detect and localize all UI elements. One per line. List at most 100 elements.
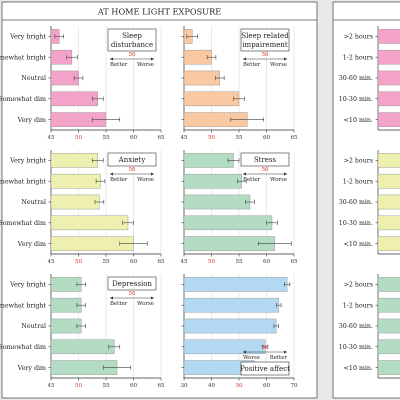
legend-left-word: Better [243, 177, 261, 183]
category-label-somewhat-bright: Somewhat bright [0, 302, 46, 309]
right-category-label-1-2-hours: 1-2 hours [343, 54, 373, 61]
right-category-label-10-min: <10 min. [344, 117, 373, 124]
category-label-very-dim: Very dim [17, 241, 46, 248]
arrow-right-icon [284, 350, 287, 354]
reference-label: 50 [262, 167, 269, 173]
right-bar-10-min [377, 360, 400, 375]
chart-depression: 45 50 55 60 65 Very bright Somewhat bright Neut… [0, 274, 165, 389]
x-tick-label: 40 [208, 383, 216, 389]
right-category-label-30-60-min: 30-60 min. [339, 199, 373, 206]
x-tick-label: 60 [130, 259, 138, 265]
bar-somewhat-bright [183, 173, 242, 189]
right-category-label-30-60-min: 30-60 min. [339, 323, 373, 330]
legend-right-word: Worse [137, 62, 154, 68]
x-tick-label: 50 [208, 135, 216, 141]
category-label-neutral: Neutral [21, 323, 46, 330]
x-tick-label: 65 [157, 383, 165, 389]
right-category-label-30-60-min: 30-60 min. [339, 75, 373, 82]
right-bar-1-2-hours [377, 49, 400, 65]
bar-neutral [50, 194, 100, 210]
category-label-very-bright: Very bright [9, 34, 46, 41]
category-label-neutral: Neutral [21, 75, 46, 82]
bar-very-bright [50, 153, 98, 168]
right-category-label-10-min: <10 min. [344, 365, 373, 372]
x-tick-label: 50 [235, 383, 243, 389]
panel-title-box [107, 28, 157, 52]
x-tick-label: 50 [208, 259, 216, 265]
category-label-somewhat-dim: Somewhat dim [0, 344, 46, 351]
right-bar-10-30-min [377, 91, 400, 107]
category-label-somewhat-bright: Somewhat bright [0, 54, 46, 61]
x-tick-label: 55 [102, 259, 110, 265]
reference-label: 50 [262, 345, 269, 351]
bar-somewhat-dim [50, 339, 115, 355]
arrow-right-icon [284, 57, 287, 61]
legend-left-word: Better [243, 62, 261, 68]
panel-title-box [240, 361, 290, 376]
x-tick-label: 70 [290, 383, 298, 389]
panel-title-box [107, 152, 157, 167]
x-tick-label: 45 [47, 135, 55, 141]
category-label-very-bright: Very bright [9, 158, 46, 165]
arrow-left-icon [243, 350, 246, 354]
arrow-left-icon [243, 57, 246, 61]
x-tick-label: 30 [180, 383, 188, 389]
x-tick-label: 55 [102, 135, 110, 141]
x-tick-label: 55 [235, 135, 243, 141]
x-tick-label: 65 [157, 135, 165, 141]
bar-somewhat-dim [183, 91, 240, 107]
right-category-label-2-hours: >2 hours [344, 34, 373, 41]
x-tick-label: 65 [290, 135, 298, 141]
right-category-label-2-hours: >2 hours [344, 158, 373, 165]
arrow-left-icon [110, 57, 113, 61]
reference-label: 50 [129, 291, 136, 297]
right-category-label-10-30-min: 10-30 min. [339, 344, 373, 351]
category-label-very-bright: Very bright [9, 282, 46, 289]
x-tick-label: 45 [47, 383, 55, 389]
legend-right-word: Worse [270, 62, 287, 68]
x-tick-label: 60 [263, 259, 271, 265]
legend-left-word: Better [110, 177, 128, 183]
legend-left-word: Better [110, 301, 128, 307]
right-bar-2-hours [377, 277, 400, 292]
bar-somewhat-dim [50, 91, 98, 107]
right-bar-2-hours [377, 153, 400, 168]
category-label-somewhat-dim: Somewhat dim [0, 220, 46, 227]
category-label-neutral: Neutral [21, 199, 46, 206]
right-category-label-10-30-min: 10-30 min. [339, 96, 373, 103]
panel-title: disturbance [111, 41, 153, 49]
right-category-label-10-min: <10 min. [344, 241, 373, 248]
x-tick-label: 45 [180, 259, 188, 265]
arrow-right-icon [151, 296, 154, 300]
legend-right-word: Worse [270, 177, 287, 183]
panel-title-box [240, 152, 290, 167]
legend-left-word: Better [110, 62, 128, 68]
x-tick-label: 60 [263, 383, 271, 389]
bar-very-bright [183, 277, 288, 292]
chart-anxiety: 45 50 55 60 65 Very bright Somewhat bright Neut… [0, 150, 165, 265]
reference-label: 50 [262, 52, 269, 58]
panel-title-box [240, 28, 290, 52]
panel-title: Positive affect [240, 365, 290, 373]
reference-label: 50 [129, 167, 136, 173]
bar-somewhat-dim [50, 215, 129, 231]
bar-neutral [183, 194, 251, 210]
legend-right-word: Worse [137, 301, 154, 307]
x-tick-label: 60 [130, 383, 138, 389]
panel-title: Sleep related [241, 32, 289, 40]
x-tick-label: 65 [290, 259, 298, 265]
right-chart-1: >2 hours 1-2 hours 30-60 min. 10-30 min. <10… [339, 26, 400, 131]
x-tick-label: 50 [75, 135, 83, 141]
x-tick-label: 55 [102, 383, 110, 389]
right-bar-30-60-min [377, 70, 400, 86]
panel-title: impairement [242, 41, 288, 49]
right-bar-10-min [377, 236, 400, 251]
bar-very-bright [183, 153, 234, 168]
right-bar-1-2-hours [377, 297, 400, 313]
panel-title: Sleep [122, 32, 142, 40]
right-bar-10-30-min [377, 339, 400, 355]
legend-left-word: Worse [243, 355, 260, 361]
bar-neutral [183, 70, 220, 86]
